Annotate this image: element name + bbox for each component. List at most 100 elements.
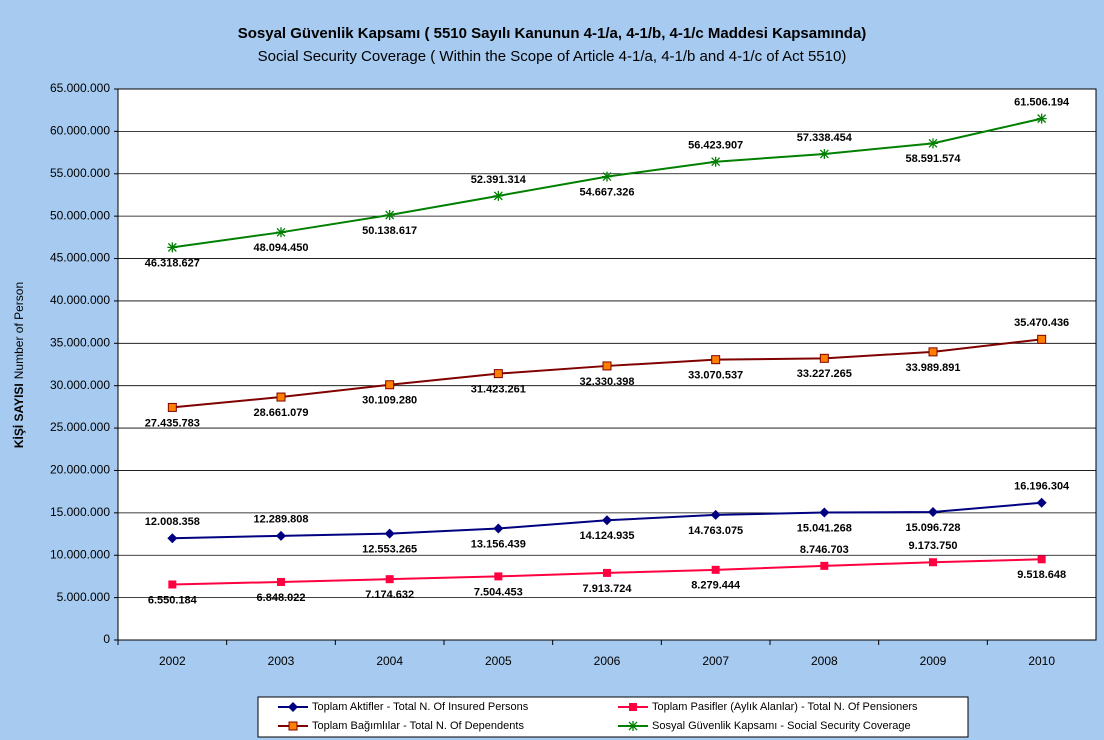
x-tick-label: 2006 — [594, 654, 621, 668]
marker — [602, 361, 612, 371]
marker — [493, 369, 503, 379]
x-tick-label: 2008 — [811, 654, 838, 668]
value-label: 7.504.453 — [474, 586, 523, 598]
marker — [288, 721, 298, 731]
value-label: 12.289.808 — [253, 514, 308, 526]
value-label: 58.591.574 — [905, 153, 961, 165]
y-tick-label: 55.000.000 — [50, 166, 110, 180]
marker — [493, 190, 504, 201]
value-label: 50.138.617 — [362, 225, 417, 237]
value-label: 13.156.439 — [471, 538, 526, 550]
value-label: 54.667.326 — [579, 186, 634, 198]
value-label: 12.008.358 — [145, 516, 200, 528]
marker — [602, 171, 612, 182]
value-label: 8.279.444 — [691, 580, 741, 592]
marker — [167, 242, 178, 253]
marker — [384, 209, 395, 220]
marker — [277, 577, 285, 586]
y-tick-label: 10.000.000 — [50, 547, 110, 561]
value-label: 27.435.783 — [145, 417, 200, 429]
legend-label: Toplam Pasifler (Aylık Alanlar) - Total … — [652, 701, 918, 713]
y-tick-label: 25.000.000 — [50, 420, 110, 434]
marker — [385, 380, 395, 390]
marker — [276, 227, 286, 238]
y-axis-label-main: KİŞİ SAYISI — [11, 383, 26, 448]
value-label: 32.330.398 — [579, 376, 634, 388]
marker — [384, 528, 395, 539]
y-tick-label: 35.000.000 — [50, 335, 110, 349]
value-label: 9.173.750 — [909, 540, 958, 552]
value-label: 30.109.280 — [362, 395, 417, 407]
value-label: 6.848.022 — [257, 592, 306, 604]
marker — [929, 558, 937, 567]
y-tick-label: 20.000.000 — [50, 463, 110, 477]
marker — [820, 561, 829, 570]
x-tick-label: 2009 — [920, 654, 947, 668]
y-tick-label: 65.000.000 — [50, 81, 110, 95]
value-label: 61.506.194 — [1014, 97, 1070, 109]
marker — [628, 721, 638, 731]
value-label: 57.338.454 — [797, 132, 853, 144]
legend-label: Sosyal Güvenlik Kapsamı - Social Securit… — [652, 720, 911, 732]
value-label: 15.041.268 — [797, 522, 852, 534]
value-label: 28.661.079 — [253, 407, 308, 419]
value-label: 35.470.436 — [1014, 317, 1069, 329]
value-label: 8.746.703 — [800, 544, 849, 556]
chart-title: Sosyal Güvenlik Kapsamı ( 5510 Sayılı Ka… — [238, 25, 867, 42]
marker — [928, 347, 938, 357]
value-label: 7.174.632 — [365, 589, 414, 601]
marker — [819, 148, 830, 159]
marker — [494, 572, 503, 581]
marker — [276, 392, 286, 402]
value-label: 12.553.265 — [362, 543, 417, 555]
x-tick-label: 2005 — [485, 654, 512, 668]
x-tick-label: 2007 — [702, 654, 729, 668]
marker — [385, 575, 394, 584]
value-label: 16.196.304 — [1014, 481, 1070, 493]
value-label: 7.913.724 — [583, 583, 633, 595]
value-label: 33.070.537 — [688, 370, 743, 382]
marker — [167, 533, 178, 544]
value-label: 33.227.265 — [797, 368, 852, 380]
x-tick-label: 2003 — [268, 654, 295, 668]
y-tick-label: 5.000.000 — [57, 590, 111, 604]
value-label: 6.550.184 — [148, 594, 198, 606]
value-label: 31.423.261 — [471, 384, 526, 396]
marker — [819, 353, 829, 363]
chart-subtitle: Social Security Coverage ( Within the Sc… — [258, 48, 847, 65]
value-label: 52.391.314 — [471, 174, 527, 186]
marker — [276, 530, 286, 541]
value-label: 46.318.627 — [145, 257, 200, 269]
marker — [711, 355, 721, 365]
marker — [168, 580, 177, 589]
y-tick-label: 40.000.000 — [50, 293, 110, 307]
marker — [710, 509, 721, 520]
marker — [493, 523, 504, 534]
x-tick-label: 2002 — [159, 654, 186, 668]
marker — [928, 507, 938, 518]
marker — [629, 703, 637, 711]
y-tick-label: 50.000.000 — [50, 208, 110, 222]
y-tick-label: 30.000.000 — [50, 378, 110, 392]
value-label: 56.423.907 — [688, 140, 743, 152]
marker — [710, 156, 721, 167]
marker — [1037, 334, 1047, 344]
y-tick-label: 45.000.000 — [50, 251, 110, 265]
x-tick-label: 2010 — [1028, 654, 1055, 668]
value-label: 48.094.450 — [253, 242, 308, 254]
marker — [167, 402, 177, 412]
marker — [603, 568, 611, 577]
value-label: 14.124.935 — [579, 530, 634, 542]
value-label: 15.096.728 — [905, 522, 960, 534]
marker — [288, 702, 298, 712]
x-tick-label: 2004 — [376, 654, 403, 668]
value-label: 9.518.648 — [1017, 569, 1066, 581]
legend-label: Toplam Aktifler - Total N. Of Insured Pe… — [312, 701, 529, 713]
legend-label: Toplam Bağımlılar - Total N. Of Dependen… — [312, 720, 524, 732]
y-axis-label: KİŞİ SAYISI Number of Person — [11, 282, 26, 448]
value-label: 33.989.891 — [905, 362, 960, 374]
marker — [1036, 497, 1047, 508]
marker — [1037, 555, 1046, 564]
y-tick-label: 0 — [103, 632, 110, 646]
marker — [819, 507, 830, 518]
